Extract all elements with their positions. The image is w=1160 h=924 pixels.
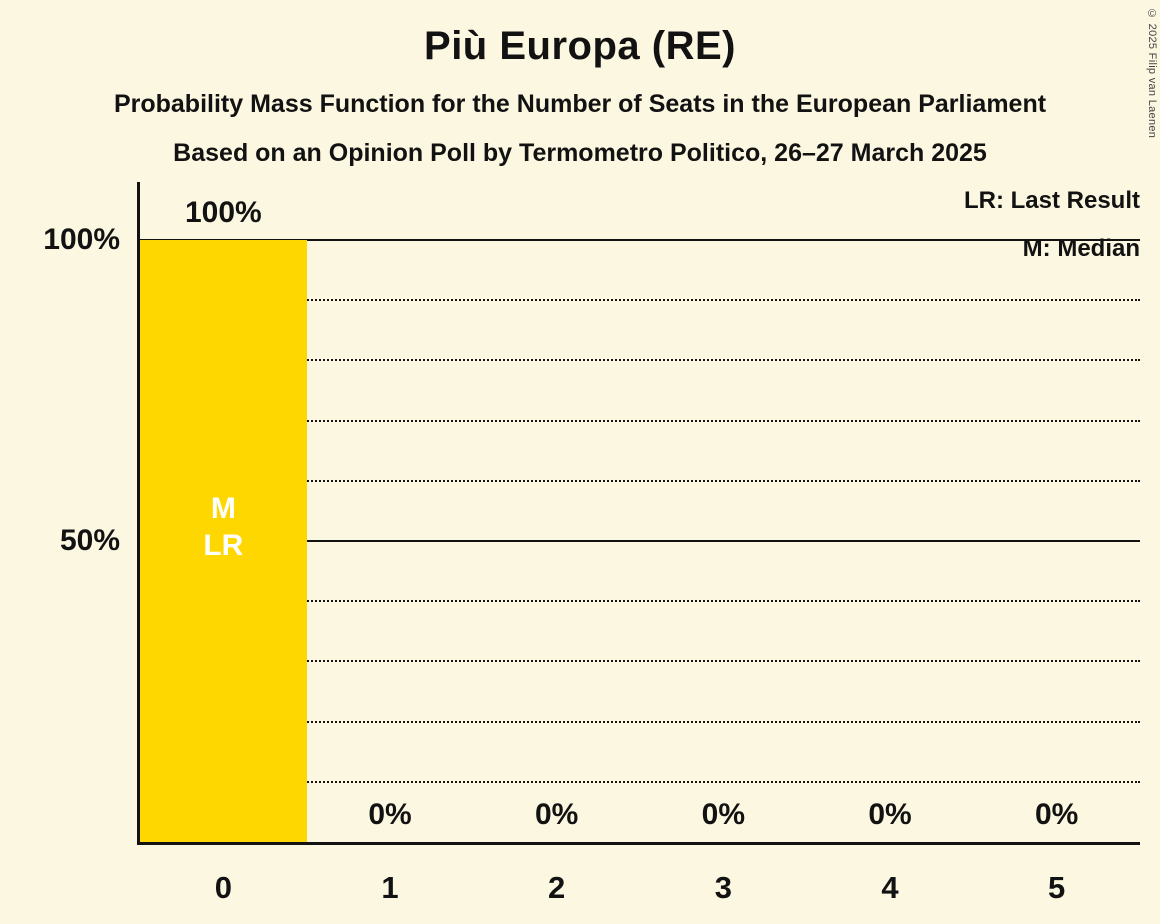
last-result-annotation: LR [203,529,244,562]
bar-seats-0: M LR [140,240,307,842]
bar-value-label-2: 0% [534,798,579,831]
x-tick-label-5: 5 [1048,870,1066,905]
median-annotation: M [210,492,236,525]
gridline-60 [140,479,1140,482]
y-tick-label-50: 50% [59,524,120,557]
plot-area: M LR 100% 0 0% 1 0% 2 0% 3 0% 4 0% 5 [137,182,1140,905]
bar-annotations: M LR [140,226,307,828]
gridline-40 [140,600,1140,603]
gridline-30 [140,660,1140,663]
gridline-50 [140,540,1140,542]
gridline-100 [140,239,1140,241]
bar-value-label-4: 0% [868,798,912,831]
y-tick-label-100: 100% [43,223,120,256]
bar-value-label-3: 0% [701,798,746,831]
bar-value-label-0: 100% [184,196,262,229]
x-tick-label-0: 0 [214,870,232,905]
gridline-90 [140,299,1140,302]
bar-value-label-5: 0% [1034,798,1079,831]
x-tick-label-4: 4 [881,870,899,905]
x-tick-label-3: 3 [714,870,732,905]
gridline-70 [140,419,1140,422]
chart-source-subtitle: Based on an Opinion Poll by Termometro P… [173,139,987,167]
chart-title: Più Europa (RE) [424,24,736,68]
x-tick-label-1: 1 [381,870,399,905]
copyright-notice: © 2025 Filip van Laenen [1146,8,1158,139]
gridline-20 [140,720,1140,723]
chart-subtitle: Probability Mass Function for the Number… [113,90,1047,118]
bar-value-label-1: 0% [368,798,412,831]
gridline-10 [140,780,1140,783]
gridline-80 [140,359,1140,362]
x-tick-label-2: 2 [548,870,566,905]
legend-last-result: LR: Last Result [963,187,1140,214]
